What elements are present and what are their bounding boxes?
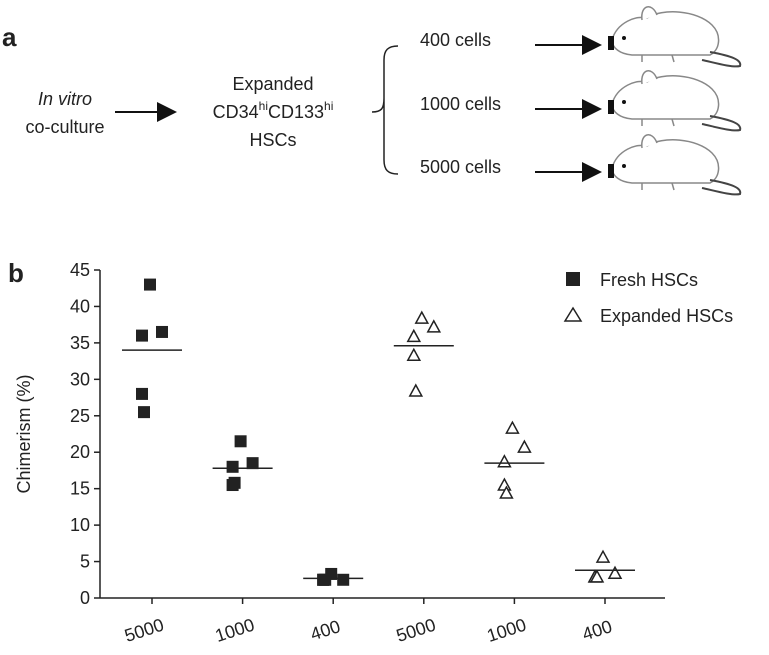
data-point bbox=[136, 329, 148, 342]
data-point bbox=[406, 328, 422, 343]
data-point bbox=[499, 485, 514, 499]
data-point bbox=[319, 573, 332, 586]
y-tick-label: 35 bbox=[70, 333, 90, 353]
panel-label: a bbox=[2, 22, 17, 52]
data-point bbox=[246, 457, 259, 470]
product-label: HSCs bbox=[249, 130, 296, 150]
data-point bbox=[517, 439, 532, 453]
dose-label: 1000 cells bbox=[420, 94, 501, 114]
legend-label: Expanded HSCs bbox=[600, 306, 733, 326]
panel-b: b Chimerism (%) 0 5 10 15 20 25 30 35 40 45 5000 10… bbox=[8, 258, 733, 646]
x-tick-label: 400 bbox=[580, 616, 615, 644]
marker-name: CD133 bbox=[268, 102, 324, 122]
dose-label: 5000 cells bbox=[420, 157, 501, 177]
x-tick-label: 1000 bbox=[213, 615, 257, 646]
y-tick-label: 20 bbox=[70, 442, 90, 462]
data-point bbox=[607, 565, 623, 579]
superscript: hi bbox=[324, 99, 333, 113]
brace bbox=[371, 45, 399, 175]
data-point bbox=[136, 387, 148, 400]
mouse-icon bbox=[607, 133, 742, 196]
source-label: co-culture bbox=[25, 117, 104, 137]
data-point bbox=[144, 278, 156, 291]
panel-a: a In vitro co-culture Expanded CD34hiCD1… bbox=[2, 5, 742, 196]
data-point bbox=[497, 454, 512, 468]
y-tick-label: 40 bbox=[70, 296, 90, 316]
data-point bbox=[505, 420, 520, 434]
data-point bbox=[228, 476, 241, 489]
legend-marker bbox=[566, 272, 580, 286]
y-tick-label: 5 bbox=[80, 552, 90, 572]
data-point bbox=[337, 573, 350, 586]
data-point bbox=[138, 406, 150, 419]
x-tick-label: 400 bbox=[308, 616, 343, 644]
mouse-icon bbox=[607, 69, 742, 132]
data-point bbox=[408, 383, 424, 397]
superscript: hi bbox=[259, 99, 268, 113]
data-point bbox=[234, 435, 247, 448]
marker-name: CD34 bbox=[213, 102, 259, 122]
data-point bbox=[406, 347, 422, 362]
data-point bbox=[595, 549, 611, 563]
source-label: In vitro bbox=[38, 89, 92, 109]
data-point bbox=[226, 460, 239, 473]
product-label: CD34hiCD133hi bbox=[213, 99, 334, 122]
y-tick-label: 45 bbox=[70, 260, 90, 280]
y-axis-label: Chimerism (%) bbox=[14, 375, 34, 494]
y-tick-label: 10 bbox=[70, 515, 90, 535]
x-tick-label: 5000 bbox=[122, 615, 166, 646]
x-tick-label: 5000 bbox=[394, 615, 438, 646]
data-point bbox=[589, 569, 605, 583]
data-point bbox=[497, 477, 512, 491]
data-point bbox=[414, 310, 430, 324]
legend-label: Fresh HSCs bbox=[600, 270, 698, 290]
legend-marker bbox=[563, 306, 583, 322]
data-point bbox=[156, 325, 168, 338]
data-point bbox=[426, 319, 442, 333]
x-tick-label: 1000 bbox=[484, 615, 528, 646]
y-tick-label: 15 bbox=[70, 479, 90, 499]
product-label: Expanded bbox=[232, 74, 313, 94]
dose-label: 400 cells bbox=[420, 30, 491, 50]
mouse-icon bbox=[607, 5, 742, 68]
panel-label: b bbox=[8, 258, 24, 288]
y-tick-label: 25 bbox=[70, 406, 90, 426]
y-tick-label: 0 bbox=[80, 588, 90, 608]
y-tick-label: 30 bbox=[70, 369, 90, 389]
